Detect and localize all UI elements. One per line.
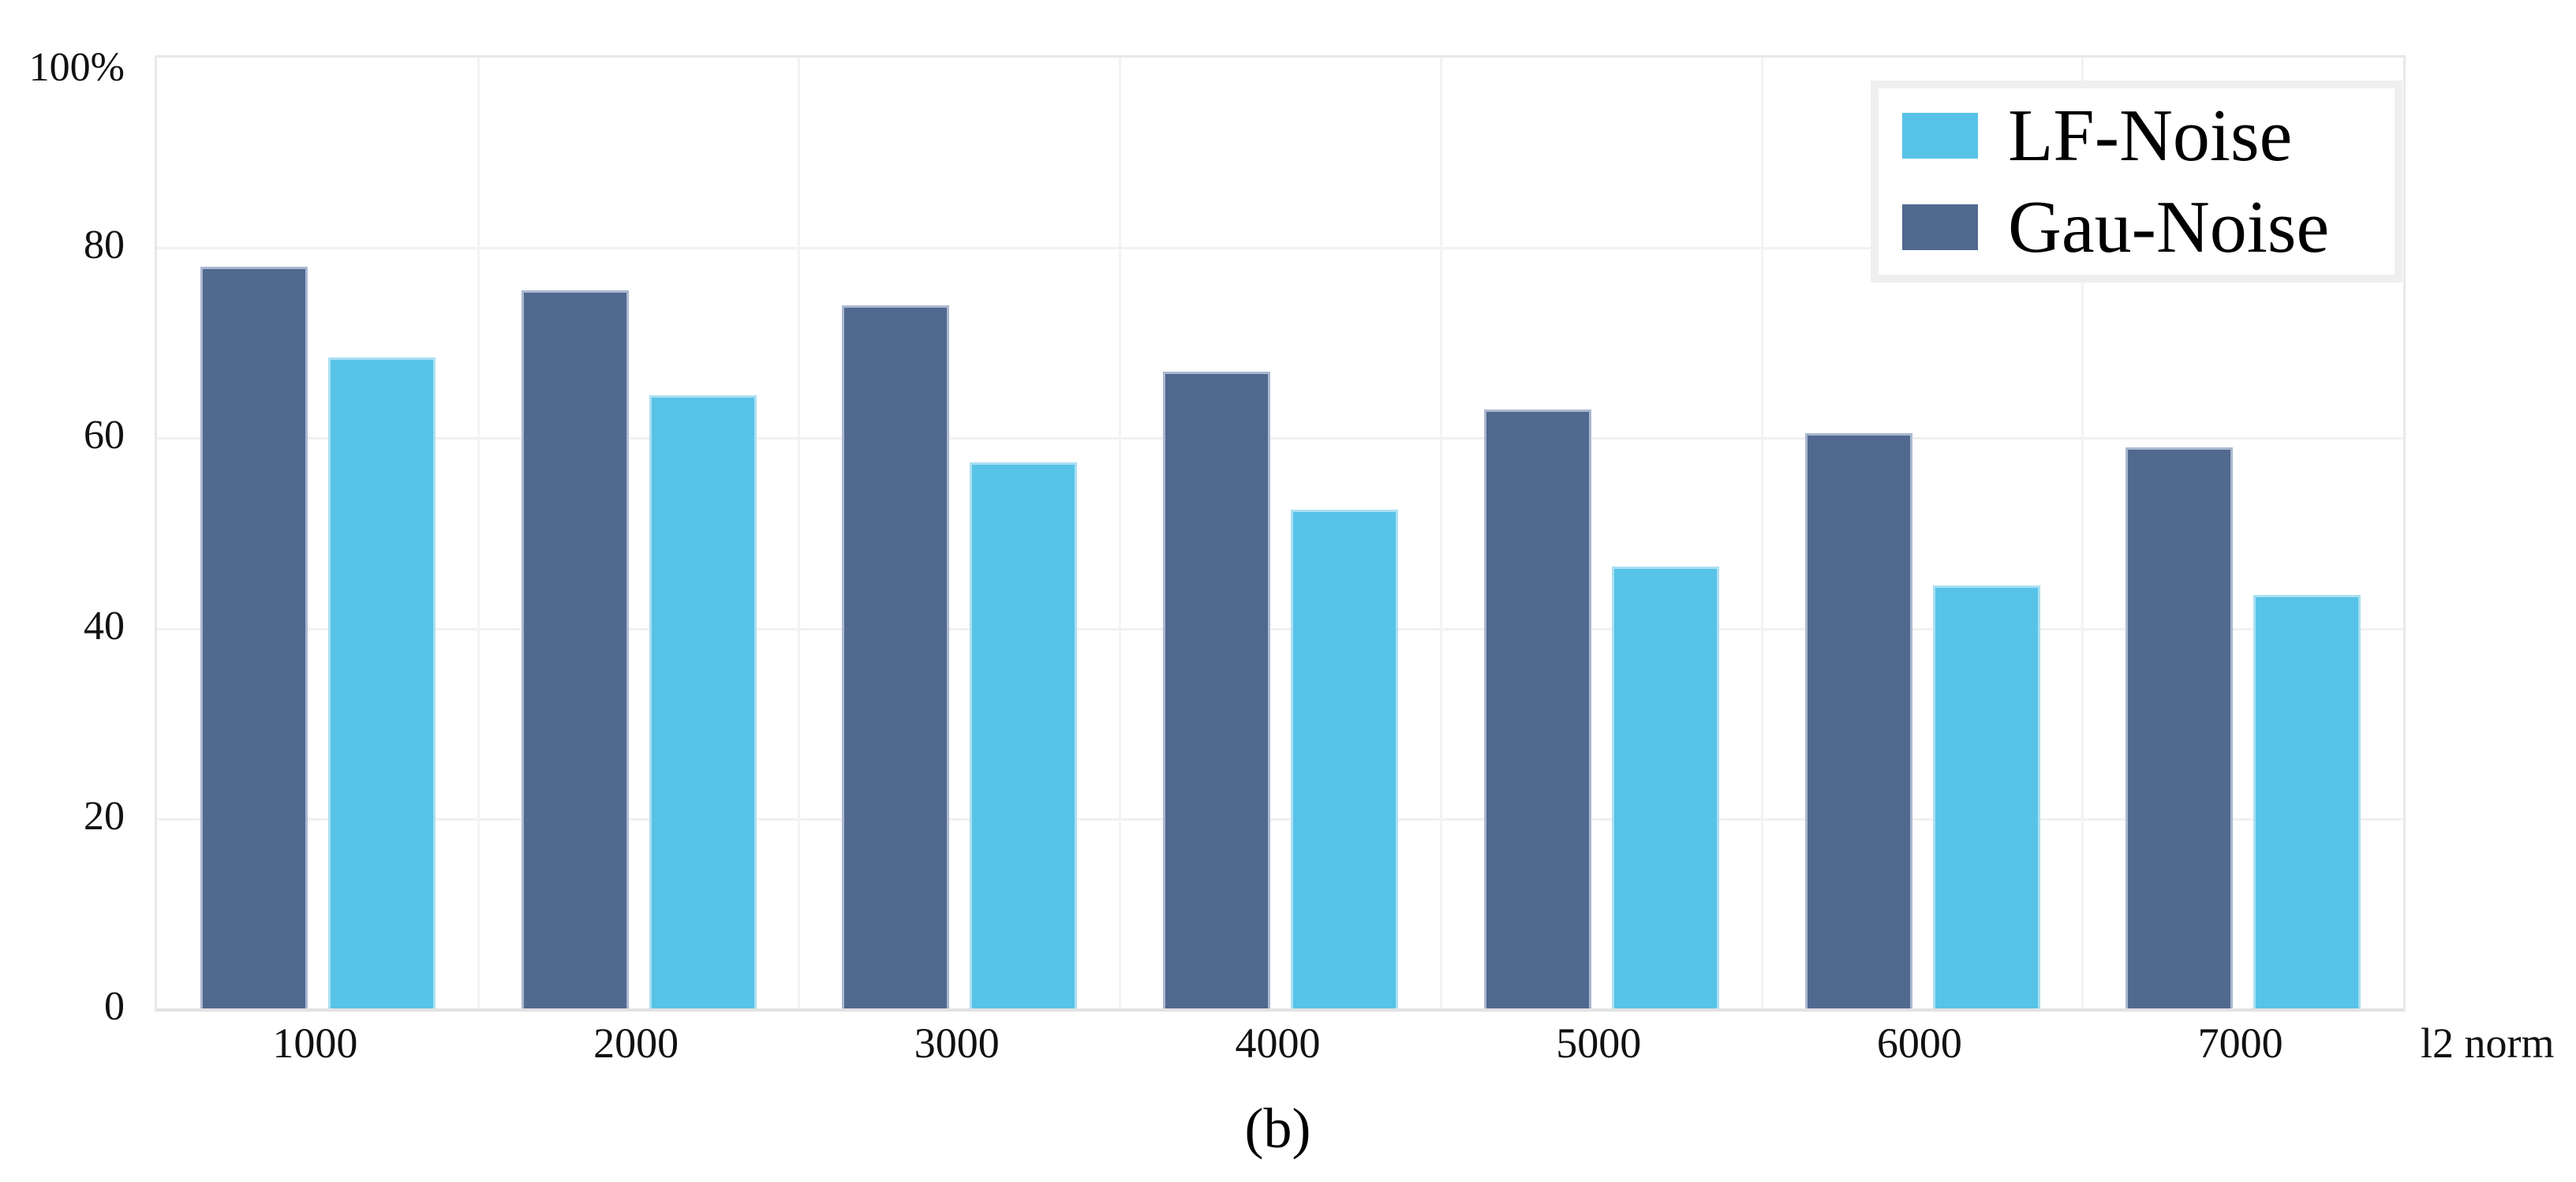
- bar-lf-noise-7000: [2253, 595, 2361, 1009]
- v-gridline-5: [1760, 58, 1763, 1009]
- h-gridline-20: [157, 817, 2403, 821]
- x-tick-label-6000: 6000: [1876, 1019, 1962, 1067]
- legend-label-gau-noise: Gau-Noise: [2008, 186, 2330, 268]
- bar-lf-noise-2000: [649, 395, 757, 1009]
- x-tick-label-4000: 4000: [1235, 1019, 1321, 1067]
- bar-lf-noise-4000: [1291, 509, 1399, 1009]
- bar-lf-noise-6000: [1932, 585, 2040, 1009]
- v-gridline-3: [1119, 58, 1122, 1009]
- lf-noise-swatch: [1902, 113, 1978, 159]
- x-tick-label-1000: 1000: [272, 1019, 358, 1067]
- bar-lf-noise-3000: [970, 462, 1078, 1009]
- y-tick-label-100: 100%: [28, 45, 125, 90]
- v-gridline-4: [1439, 58, 1442, 1009]
- gau-noise-swatch: [1902, 204, 1978, 250]
- legend-item-gau-noise: Gau-Noise: [1902, 188, 2395, 267]
- h-gridline-80: [157, 247, 2403, 250]
- h-gridline-60: [157, 437, 2403, 440]
- y-tick-label-40: 40: [84, 603, 125, 649]
- x-axis-line: [157, 1008, 2403, 1012]
- bar-gau-noise-7000: [2125, 447, 2234, 1009]
- x-axis-unit-label: l2 norm: [2421, 1019, 2555, 1067]
- h-gridline-40: [157, 627, 2403, 630]
- bar-gau-noise-1000: [200, 267, 308, 1009]
- legend: LF-Noise Gau-Noise: [1871, 80, 2402, 282]
- bar-gau-noise-5000: [1483, 410, 1591, 1009]
- v-gridline-1: [477, 58, 480, 1009]
- figure-caption: (b): [1244, 1097, 1311, 1160]
- y-tick-label-20: 20: [84, 793, 125, 839]
- v-gridline-2: [798, 58, 801, 1009]
- y-tick-label-60: 60: [84, 413, 125, 458]
- x-tick-label-5000: 5000: [1556, 1019, 1642, 1067]
- bar-gau-noise-4000: [1163, 371, 1271, 1009]
- x-tick-label-7000: 7000: [2197, 1019, 2283, 1067]
- legend-item-lf-noise: LF-Noise: [1902, 96, 2395, 175]
- bar-gau-noise-2000: [521, 290, 629, 1009]
- y-tick-label-80: 80: [84, 223, 125, 268]
- bar-lf-noise-5000: [1611, 567, 1719, 1009]
- bar-lf-noise-1000: [328, 357, 436, 1009]
- legend-label-lf-noise: LF-Noise: [2008, 95, 2293, 177]
- bar-gau-noise-6000: [1804, 433, 1912, 1009]
- bar-gau-noise-3000: [842, 305, 950, 1009]
- x-tick-label-3000: 3000: [914, 1019, 1000, 1067]
- y-tick-label-0: 0: [104, 984, 125, 1029]
- v-gridline-6: [2081, 58, 2084, 1009]
- x-tick-label-2000: 2000: [593, 1019, 679, 1067]
- plot-area: LF-Noise Gau-Noise: [155, 55, 2406, 1012]
